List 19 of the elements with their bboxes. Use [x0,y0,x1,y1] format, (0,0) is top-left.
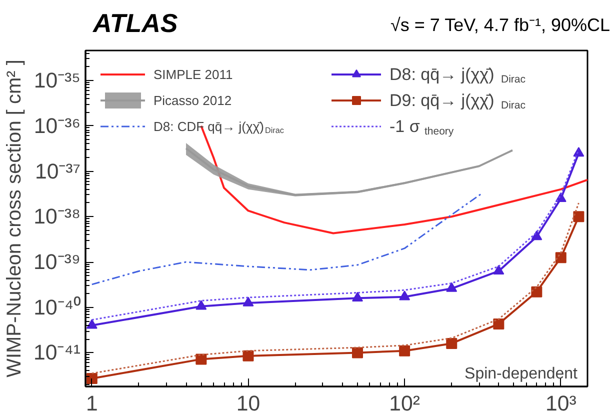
x-tick-label: 1 [86,392,98,414]
text: √s = 7 TeV, 4.7 fb⁻¹, 90%CL [390,14,610,37]
y-tick-label: 10⁻³⁹ [34,250,81,274]
y-tick-label: 10⁻³⁸ [34,204,81,229]
annotation: Spin-dependent [464,366,578,382]
y-axis-title: WIMP-Nucleon cross section [ cm² ] [4,60,26,378]
legend-label: SIMPLE 2011 [154,67,233,82]
legend-label: D8: qq̄→ j(χχ̄)Dirac [390,65,526,86]
x-tick-label: 10³ [545,392,576,414]
legend-label: Picasso 2012 [154,93,232,108]
chart-title: ATLAS [93,7,178,40]
y-tick-label: 10⁻³⁵ [34,68,81,93]
y-tick-label: 10⁻³⁷ [34,159,81,184]
y-tick-label: 10⁻⁴⁰ [34,295,82,320]
legend-label: D9: qq̄→ j(χχ̄)Dirac [390,91,526,112]
x-tick-label: 10 [236,392,260,414]
x-tick-label: 10² [389,392,420,414]
y-tick-label: 10⁻⁴¹ [34,340,81,365]
y-tick-label: 10⁻³⁶ [34,114,81,138]
